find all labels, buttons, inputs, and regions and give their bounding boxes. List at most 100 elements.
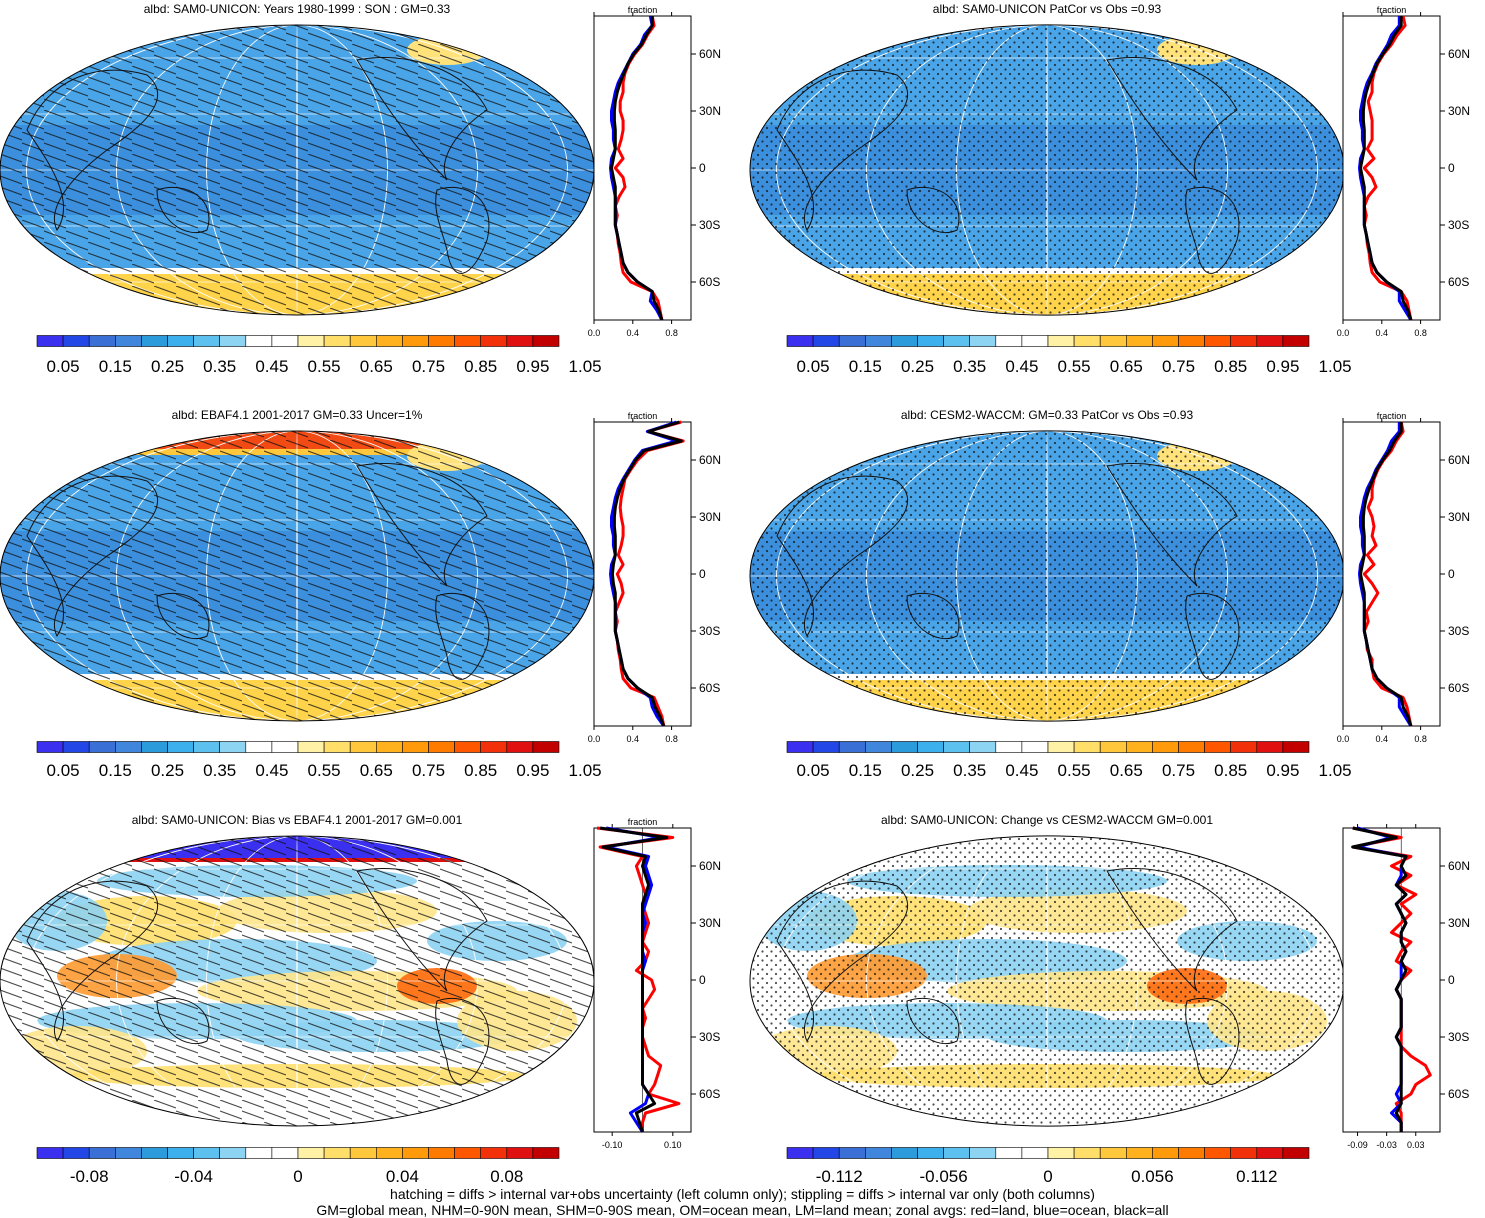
colorbar-box bbox=[506, 335, 534, 347]
zonal-line-all bbox=[610, 16, 664, 321]
colorbar-label: 0.45 bbox=[1005, 761, 1038, 780]
colorbar-label: 0.45 bbox=[255, 357, 288, 376]
colorbar-label: 0.056 bbox=[1131, 1167, 1174, 1186]
hatching-overlay bbox=[0, 431, 594, 721]
colorbar-label: 0.15 bbox=[849, 357, 882, 376]
coastline bbox=[156, 592, 210, 640]
x-tick-label: 0.0 bbox=[588, 734, 601, 744]
x-tick-label: 0.10 bbox=[664, 1140, 682, 1150]
colorbar-box bbox=[167, 335, 194, 347]
coastline bbox=[156, 997, 210, 1045]
coastline bbox=[26, 69, 159, 231]
colorbar-label: 0.85 bbox=[464, 761, 497, 780]
coastline bbox=[26, 475, 159, 637]
colorbar-box bbox=[62, 741, 90, 753]
zonal-xlabel: fraction bbox=[628, 5, 658, 15]
colorbar-box bbox=[1021, 335, 1049, 347]
colorbar: -0.112 -0.056 0 0.056 0.112 bbox=[786, 1147, 1310, 1186]
colorbar-label: 0.45 bbox=[255, 761, 288, 780]
colorbar-box bbox=[349, 335, 377, 347]
lat-tick-label: 60N bbox=[699, 47, 721, 61]
colorbar-box bbox=[1099, 1147, 1127, 1159]
colorbar-box bbox=[271, 335, 299, 347]
colorbar-box bbox=[1282, 741, 1310, 753]
hatching-overlay bbox=[0, 836, 594, 1126]
colorbar-box bbox=[1021, 741, 1049, 753]
coastline bbox=[1185, 186, 1240, 274]
zonal-frame bbox=[1342, 827, 1441, 1133]
colorbar-box bbox=[1178, 741, 1205, 753]
panel-6: albd: SAM0-UNICON: Change vs CESM2-WACCM… bbox=[749, 813, 1470, 1186]
colorbar-box bbox=[245, 1147, 273, 1159]
zonal-frame bbox=[1342, 421, 1441, 727]
zonal-xlabel: fraction bbox=[628, 817, 658, 827]
zonal-line-all bbox=[1359, 422, 1413, 727]
panel-title: albd: EBAF4.1 2001-2017 GM=0.33 Uncer=1% bbox=[172, 408, 423, 422]
colorbar-box bbox=[375, 335, 403, 347]
colorbar-box bbox=[1256, 335, 1284, 347]
colorbar-box bbox=[995, 1147, 1023, 1159]
colorbar-box bbox=[193, 335, 221, 347]
x-tick-label: 0.4 bbox=[627, 734, 640, 744]
colorbar-box bbox=[1230, 1147, 1258, 1159]
colorbar-box bbox=[1126, 741, 1153, 753]
lat-tick-label: 60N bbox=[699, 859, 721, 873]
colorbar-box bbox=[838, 741, 866, 753]
map bbox=[749, 835, 1345, 1127]
coastline bbox=[26, 880, 159, 1042]
colorbar-box bbox=[323, 335, 351, 347]
colorbar-box bbox=[193, 1147, 221, 1159]
footer-note-legend: GM=global mean, NHM=0-90N mean, SHM=0-90… bbox=[316, 1202, 1169, 1218]
lat-tick-label: 30N bbox=[1448, 104, 1470, 118]
colorbar-box bbox=[1021, 1147, 1049, 1159]
colorbar-box bbox=[532, 335, 560, 347]
colorbar-box bbox=[402, 1147, 429, 1159]
lat-tick-label: 30S bbox=[699, 1030, 720, 1044]
coastline bbox=[776, 880, 909, 1042]
coastline bbox=[906, 997, 960, 1045]
colorbar-box bbox=[297, 741, 325, 753]
zonal-profile: fraction 60N 30N 0 30S 60S 0.0 0.4 0.8 bbox=[588, 5, 721, 338]
colorbar-box bbox=[1230, 741, 1258, 753]
lat-tick-label: 60N bbox=[1448, 453, 1470, 467]
colorbar-label: 0.95 bbox=[1266, 357, 1299, 376]
colorbar-label: 0.04 bbox=[386, 1167, 419, 1186]
colorbar-box bbox=[1126, 335, 1153, 347]
colorbar-box bbox=[297, 1147, 325, 1159]
colorbar-label: 0.35 bbox=[203, 357, 236, 376]
colorbar-label: 0.05 bbox=[47, 761, 80, 780]
colorbar-box bbox=[532, 1147, 560, 1159]
x-tick-label: 0.0 bbox=[1337, 734, 1350, 744]
colorbar-box bbox=[271, 1147, 299, 1159]
lat-tick-label: 30S bbox=[1448, 218, 1469, 232]
lat-tick-label: 0 bbox=[1448, 973, 1455, 987]
x-tick-label: 0.4 bbox=[1376, 328, 1389, 338]
zonal-line-all bbox=[610, 420, 683, 727]
colorbar-box bbox=[428, 1147, 455, 1159]
colorbar-box bbox=[786, 335, 814, 347]
colorbar: -0.08 -0.04 0 0.04 0.08 bbox=[36, 1147, 560, 1186]
colorbar-box bbox=[349, 741, 377, 753]
lat-tick-label: 60N bbox=[699, 453, 721, 467]
colorbar-box bbox=[891, 1147, 918, 1159]
coastline bbox=[1185, 592, 1240, 680]
colorbar-label: -0.04 bbox=[174, 1167, 213, 1186]
colorbar-box bbox=[943, 335, 970, 347]
colorbar-box bbox=[245, 335, 273, 347]
lat-tick-label: 60S bbox=[1448, 275, 1469, 289]
colorbar-box bbox=[402, 741, 429, 753]
x-tick-label: 0.03 bbox=[1407, 1140, 1425, 1150]
colorbar-label: 0.95 bbox=[516, 761, 549, 780]
colorbar-box bbox=[480, 335, 508, 347]
colorbar-box bbox=[891, 335, 918, 347]
colorbar-box bbox=[1178, 335, 1205, 347]
colorbar-box bbox=[167, 1147, 194, 1159]
colorbar-label: 1.05 bbox=[1319, 761, 1352, 780]
colorbar-box bbox=[1204, 335, 1231, 347]
colorbar-label: -0.08 bbox=[70, 1167, 109, 1186]
colorbar-box bbox=[428, 741, 455, 753]
colorbar-box bbox=[891, 741, 918, 753]
colorbar-label: 0.95 bbox=[516, 357, 549, 376]
coastline bbox=[356, 462, 488, 587]
colorbar-box bbox=[141, 335, 168, 347]
